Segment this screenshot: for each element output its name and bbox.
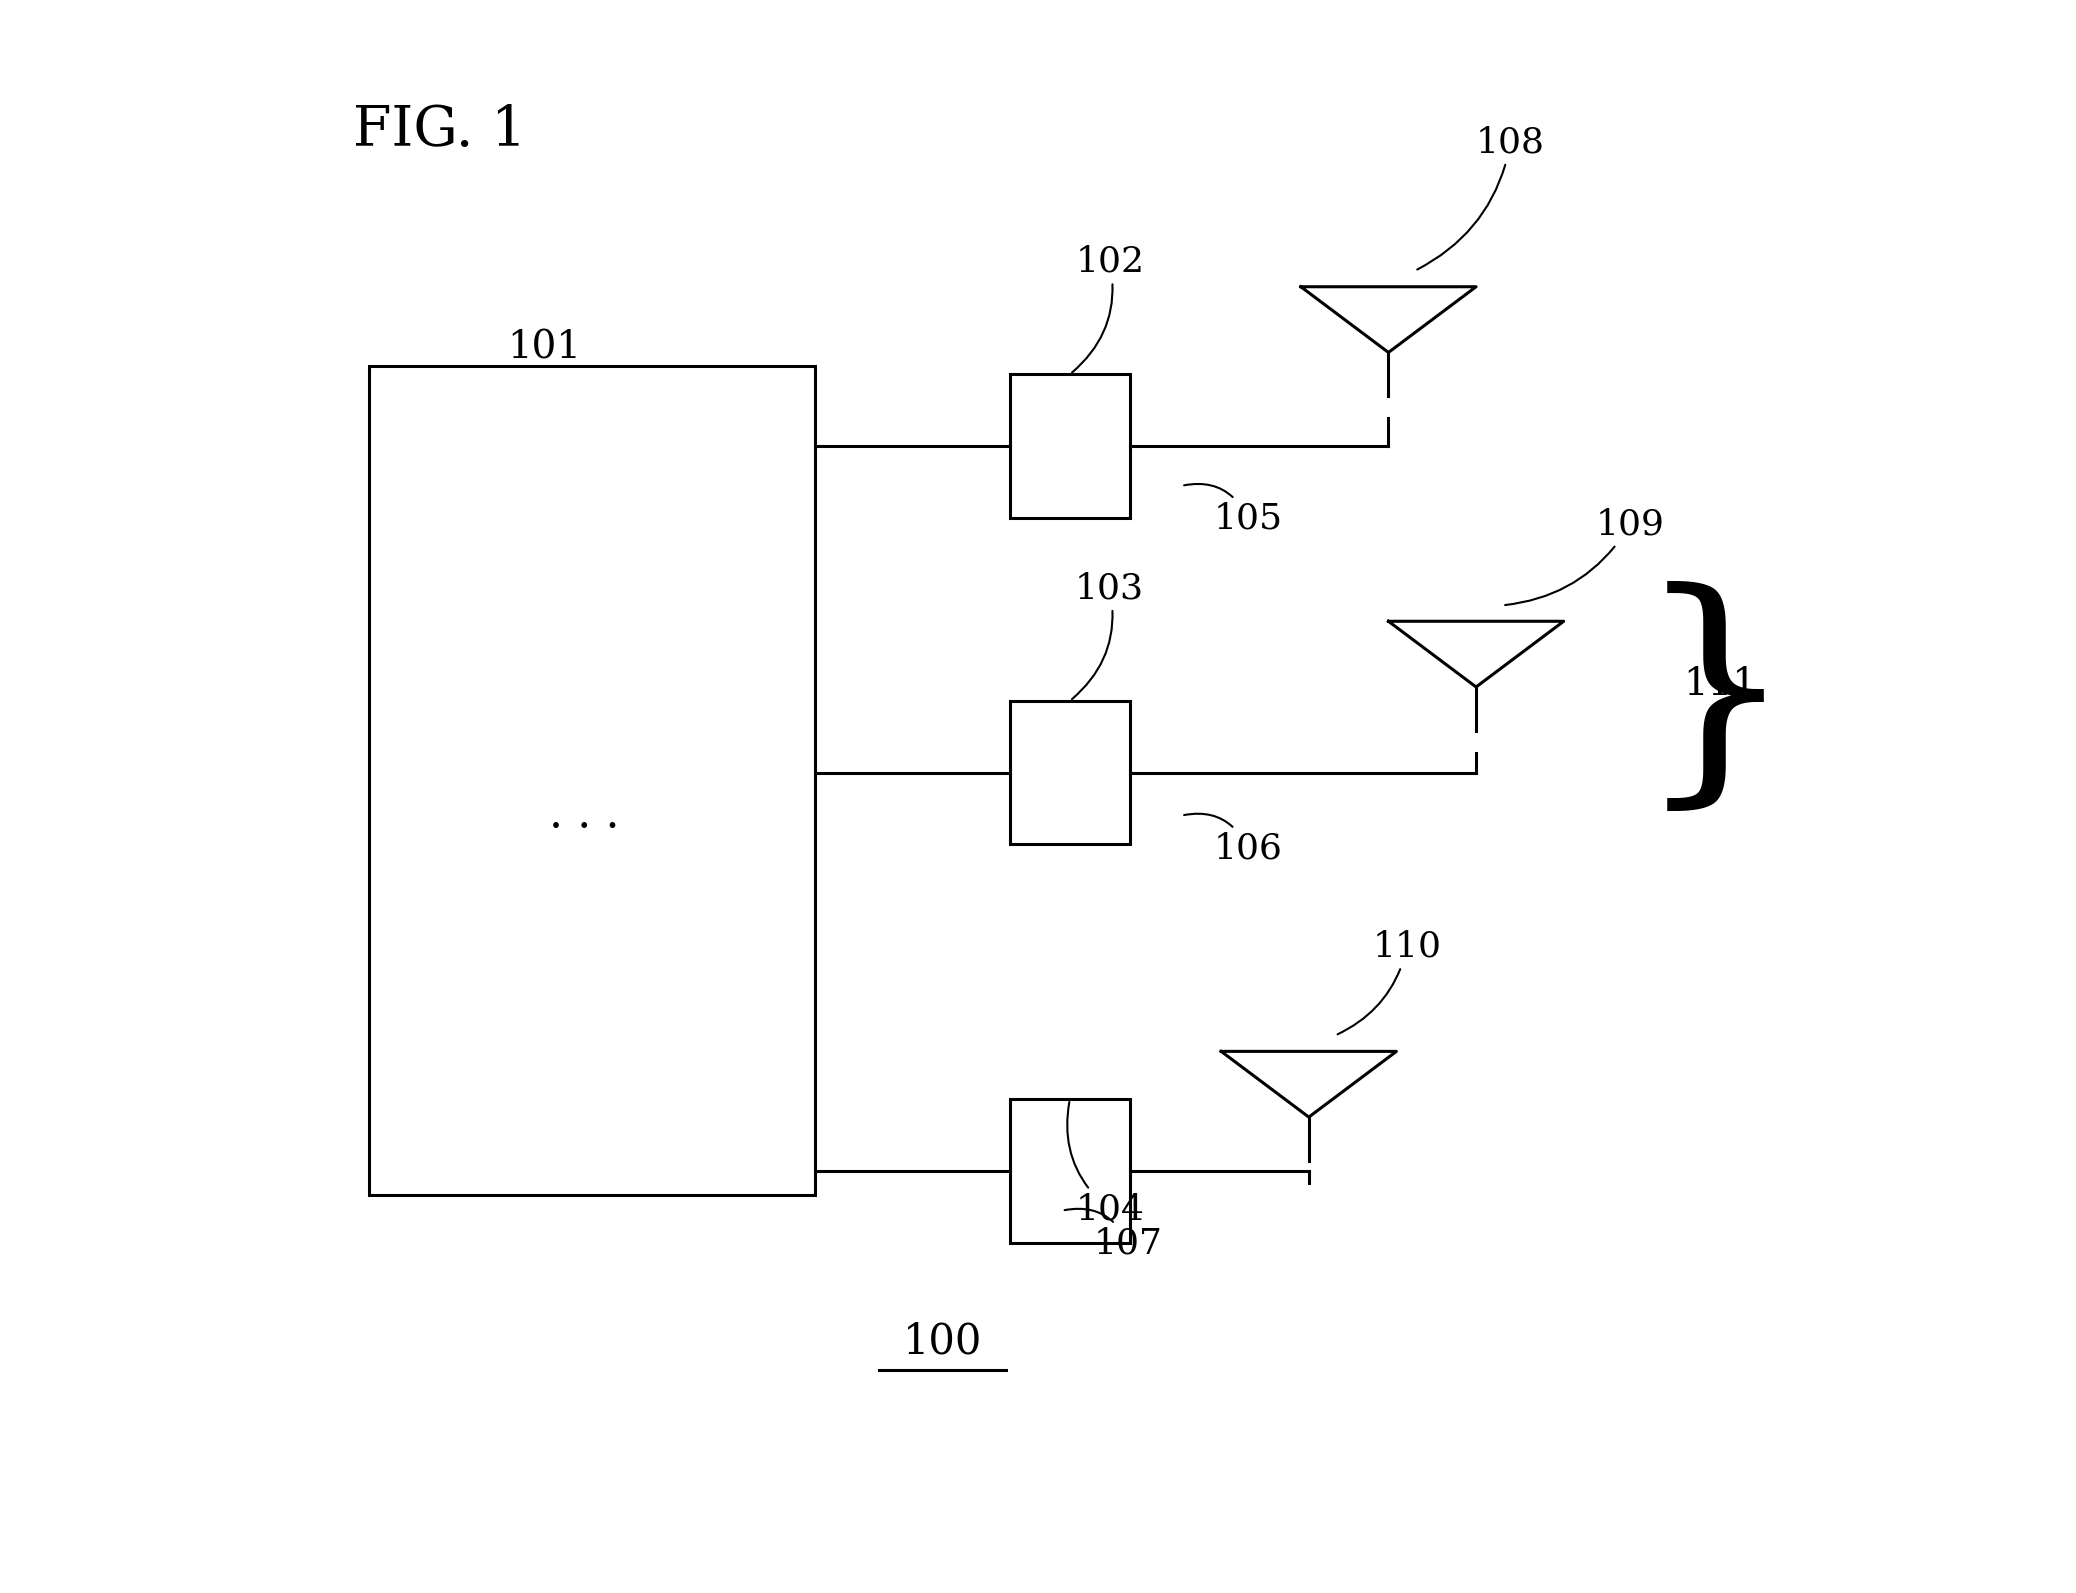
Text: 106: 106 bbox=[1183, 814, 1283, 865]
FancyBboxPatch shape bbox=[1011, 374, 1129, 518]
Text: 110: 110 bbox=[1337, 930, 1441, 1034]
Text: 100: 100 bbox=[903, 1321, 982, 1362]
Text: 111: 111 bbox=[1684, 666, 1756, 704]
FancyBboxPatch shape bbox=[1011, 1099, 1129, 1243]
Text: 108: 108 bbox=[1418, 126, 1545, 269]
FancyBboxPatch shape bbox=[1011, 701, 1129, 844]
Text: · · ·: · · · bbox=[548, 806, 619, 851]
Text: }: } bbox=[1636, 580, 1794, 822]
FancyBboxPatch shape bbox=[370, 366, 816, 1195]
Text: 105: 105 bbox=[1183, 484, 1283, 535]
Text: 104: 104 bbox=[1067, 1102, 1144, 1227]
Text: 103: 103 bbox=[1071, 572, 1144, 699]
Text: 101: 101 bbox=[507, 330, 581, 366]
Text: 109: 109 bbox=[1505, 508, 1665, 605]
Text: 102: 102 bbox=[1071, 245, 1144, 373]
Text: FIG. 1: FIG. 1 bbox=[353, 104, 527, 158]
Text: 107: 107 bbox=[1065, 1209, 1163, 1260]
